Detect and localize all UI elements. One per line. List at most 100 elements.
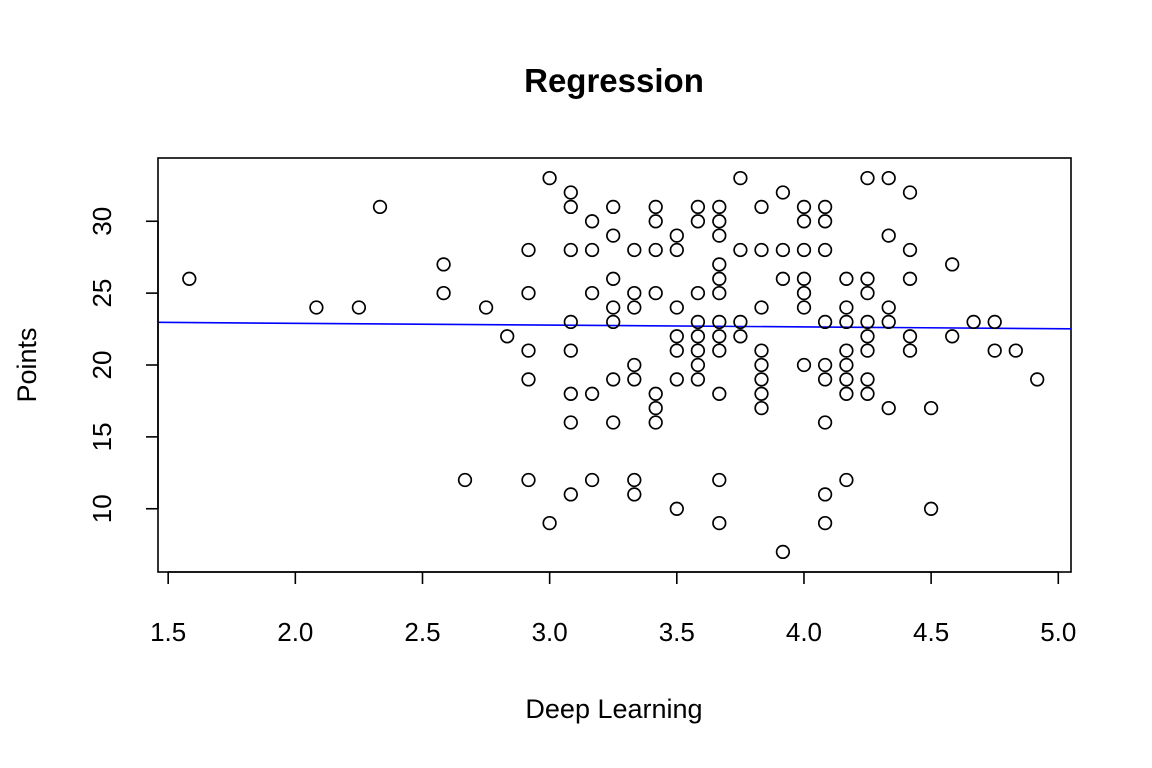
data-point xyxy=(712,386,727,401)
data-point xyxy=(606,415,621,430)
data-point xyxy=(627,242,642,258)
data-point xyxy=(712,285,727,301)
data-point xyxy=(733,329,748,344)
data-point xyxy=(627,357,642,373)
data-point xyxy=(584,285,600,301)
data-point xyxy=(839,271,854,286)
data-point xyxy=(690,199,706,215)
data-point xyxy=(690,329,706,344)
x-tick-label: 5.0 xyxy=(1040,617,1076,647)
y-tick-label: 15 xyxy=(87,422,117,451)
data-point xyxy=(860,285,875,301)
data-point xyxy=(436,257,451,272)
data-point xyxy=(521,372,536,387)
data-point xyxy=(839,314,854,330)
data-point xyxy=(521,285,536,301)
data-point xyxy=(860,271,875,286)
data-point xyxy=(690,372,706,387)
data-point xyxy=(1030,372,1045,387)
data-point xyxy=(987,343,1002,358)
data-point xyxy=(182,271,197,286)
data-point xyxy=(712,257,727,272)
data-point xyxy=(860,170,875,186)
data-point xyxy=(860,372,875,387)
data-point xyxy=(860,386,875,401)
data-point xyxy=(839,357,854,373)
data-point xyxy=(627,372,642,387)
data-point xyxy=(881,170,896,186)
data-point xyxy=(606,300,621,315)
data-point xyxy=(902,242,918,258)
data-point xyxy=(860,329,875,344)
data-point xyxy=(669,300,684,315)
data-point xyxy=(712,228,727,243)
y-axis: 10 15 20 25 30 xyxy=(87,207,159,523)
data-point xyxy=(881,300,896,315)
data-point xyxy=(817,199,833,215)
x-tick-label: 1.5 xyxy=(150,617,186,647)
data-point xyxy=(923,400,939,416)
data-point xyxy=(690,285,706,301)
data-point xyxy=(627,285,642,301)
data-points xyxy=(182,170,1045,560)
data-point xyxy=(754,386,769,401)
data-point xyxy=(563,487,578,502)
x-tick-label: 3.5 xyxy=(659,617,695,647)
data-point xyxy=(563,314,578,330)
y-tick-label: 25 xyxy=(87,279,117,308)
chart-title: Regression xyxy=(524,62,704,99)
data-point xyxy=(733,314,748,330)
data-point xyxy=(606,372,621,387)
data-point xyxy=(648,400,663,416)
data-point xyxy=(839,472,854,488)
data-point xyxy=(923,501,939,516)
y-axis-label: Points xyxy=(12,327,42,402)
data-point xyxy=(584,386,600,401)
x-tick-label: 4.5 xyxy=(913,617,949,647)
data-point xyxy=(839,372,854,387)
data-point xyxy=(733,242,748,258)
data-point xyxy=(881,400,896,416)
x-tick-label: 2.5 xyxy=(404,617,440,647)
data-point xyxy=(606,228,621,243)
data-point xyxy=(987,314,1002,330)
data-point xyxy=(712,472,727,488)
data-point xyxy=(754,343,769,358)
data-point xyxy=(563,242,578,258)
data-point xyxy=(754,400,769,416)
data-point xyxy=(881,314,896,330)
data-point xyxy=(796,214,812,229)
regression-line-group xyxy=(157,321,1072,330)
data-point xyxy=(902,329,918,344)
data-point xyxy=(669,501,684,516)
data-point xyxy=(584,242,600,258)
data-point xyxy=(669,372,684,387)
data-point xyxy=(690,357,706,373)
data-point xyxy=(563,415,578,430)
data-point xyxy=(351,300,367,315)
data-point xyxy=(669,343,684,358)
data-point xyxy=(372,199,388,215)
data-point xyxy=(902,271,918,286)
data-point xyxy=(712,199,727,215)
data-point xyxy=(945,329,960,344)
data-point xyxy=(817,214,833,229)
data-point xyxy=(754,242,769,258)
data-point xyxy=(775,544,791,560)
data-point xyxy=(606,199,621,215)
data-point xyxy=(839,343,854,358)
data-point xyxy=(521,472,536,488)
data-point xyxy=(457,472,473,488)
data-point xyxy=(796,242,812,258)
data-point xyxy=(881,228,896,243)
data-point xyxy=(817,487,833,502)
data-point xyxy=(712,343,727,358)
data-point xyxy=(754,300,769,315)
data-point xyxy=(902,185,918,200)
data-point xyxy=(606,271,621,286)
data-point xyxy=(648,214,663,229)
data-point xyxy=(902,343,918,358)
data-point xyxy=(542,170,557,186)
data-point xyxy=(712,515,727,531)
